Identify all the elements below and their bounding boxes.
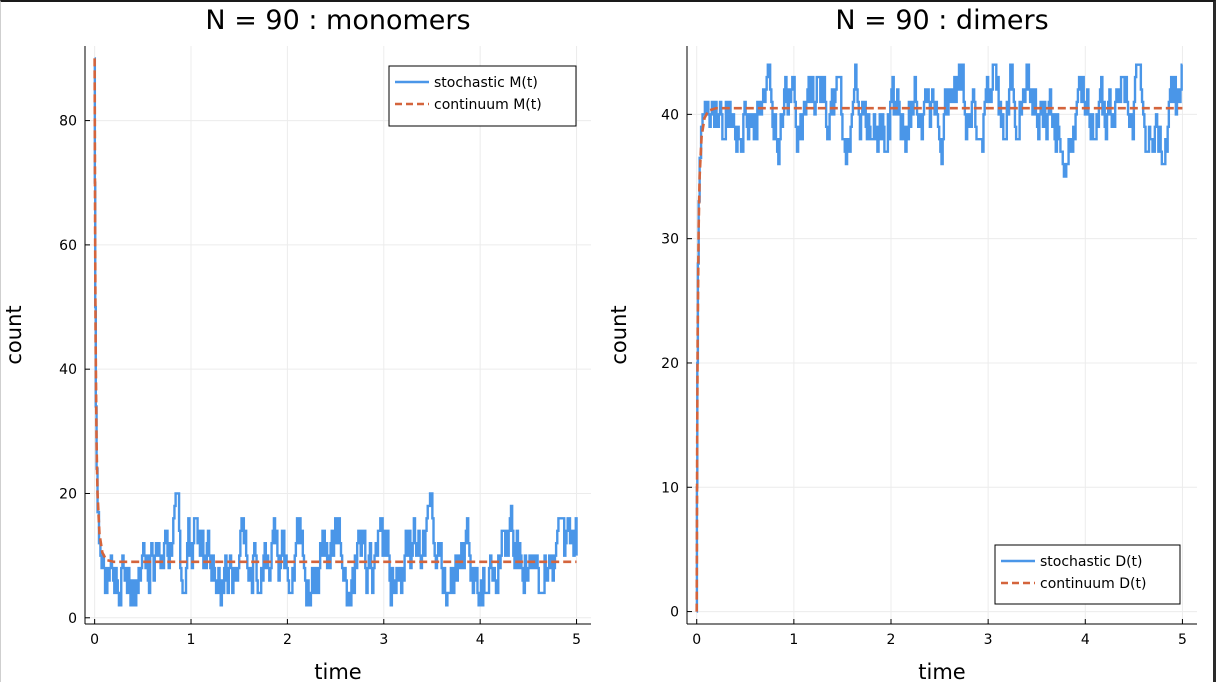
y-axis-label: count <box>607 305 631 364</box>
series-line-continuum <box>93 58 577 564</box>
series-line-stochastic <box>695 63 1183 613</box>
x-tick-label: 1 <box>789 632 798 648</box>
x-tick-label: 3 <box>379 632 388 648</box>
x-axis-label: time <box>918 660 965 684</box>
legend: stochastic M(t) continuum M(t) <box>388 65 577 127</box>
x-axis-label: time <box>314 660 361 684</box>
x-tick-label: 5 <box>572 632 581 648</box>
y-tick-label: 60 <box>59 238 77 254</box>
legend-label: continuum D(t) <box>1040 576 1146 592</box>
legend-box <box>994 544 1181 605</box>
y-tick-label: 40 <box>59 362 77 378</box>
legend-box <box>388 65 577 127</box>
x-tick-label: 2 <box>887 632 896 648</box>
x-tick-label: 3 <box>984 632 993 648</box>
chart-panel-1: 0 1 2 3 4 5 0 20 40 60 80 N = 90 : monomers time coun… <box>2 5 591 684</box>
legend: stochastic D(t) continuum D(t) <box>994 544 1181 605</box>
y-tick-label: 40 <box>661 107 679 123</box>
x-tick-label: 0 <box>692 632 701 648</box>
y-tick-label: 20 <box>661 356 679 372</box>
y-tick-label: 0 <box>68 611 77 627</box>
legend-label: continuum M(t) <box>434 97 542 113</box>
y-tick-label: 80 <box>59 114 77 130</box>
series-line-stochastic <box>93 57 578 607</box>
y-tick-label: 10 <box>661 480 679 496</box>
y-tick-label: 0 <box>670 605 679 621</box>
chart-title: N = 90 : monomers <box>205 5 470 36</box>
chart-panel-2: 0 1 2 3 4 5 0 10 20 30 40 N = 90 : dimers time count s… <box>607 5 1197 684</box>
legend-label: stochastic M(t) <box>434 75 538 91</box>
x-tick-label: 5 <box>1178 632 1187 648</box>
y-tick-label: 30 <box>661 232 679 248</box>
chart-title: N = 90 : dimers <box>835 5 1048 36</box>
x-tick-label: 2 <box>283 632 292 648</box>
y-axis-label: count <box>2 305 26 364</box>
series-line-continuum <box>695 106 1183 612</box>
y-tick-label: 20 <box>59 486 77 502</box>
legend-label: stochastic D(t) <box>1040 554 1143 570</box>
x-tick-label: 4 <box>1081 632 1090 648</box>
x-tick-label: 0 <box>90 632 99 648</box>
x-tick-label: 4 <box>476 632 485 648</box>
x-tick-label: 1 <box>187 632 196 648</box>
